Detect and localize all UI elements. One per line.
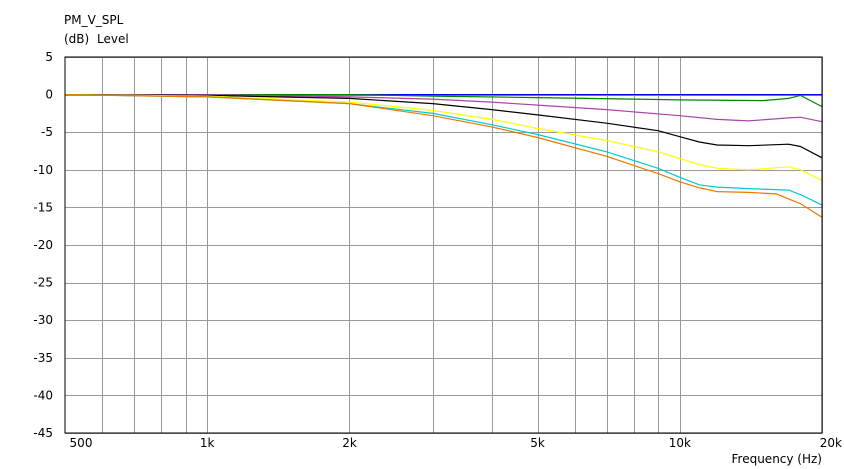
plot-frame [64,56,823,434]
x-tick-label: 500 [70,436,93,450]
x-tick-label: 5k [530,436,545,450]
x-tick-label: 1k [200,436,215,450]
y-tick-label: -35 [33,351,53,365]
tick-labels: 5 0 -5 -10 -15 -20 -25 -30 -35 -40 -45 500 1k 2k 5k 10k… [33,50,842,450]
y-tick-label: 5 [45,50,53,64]
series-line-6 [64,94,823,206]
chart-title: PM_V_SPL [64,13,124,27]
y-tick-label: -20 [33,238,53,252]
y-tick-label: -15 [33,200,53,214]
series-line-7 [64,94,823,218]
x-tick-label: 20k [820,436,842,450]
y-axis-label: Level [97,32,129,46]
y-tick-label: -45 [33,426,53,440]
chart-grid [65,57,823,434]
y-tick-label: -30 [33,313,53,327]
x-axis-label: Frequency (Hz) [732,452,823,466]
y-tick-label: -10 [33,163,53,177]
y-tick-label: -5 [41,125,53,139]
series-line-4 [64,94,823,159]
y-tick-label: -25 [33,276,53,290]
y-axis-unit: (dB) [64,32,89,46]
series-line-5 [64,94,823,181]
series-lines [64,93,823,218]
x-tick-label: 2k [342,436,357,450]
series-line-3 [65,93,823,123]
series-line-2 [65,93,823,108]
x-tick-label: 10k [669,436,691,450]
y-tick-label: -40 [33,388,53,402]
y-tick-label: 0 [45,88,53,102]
